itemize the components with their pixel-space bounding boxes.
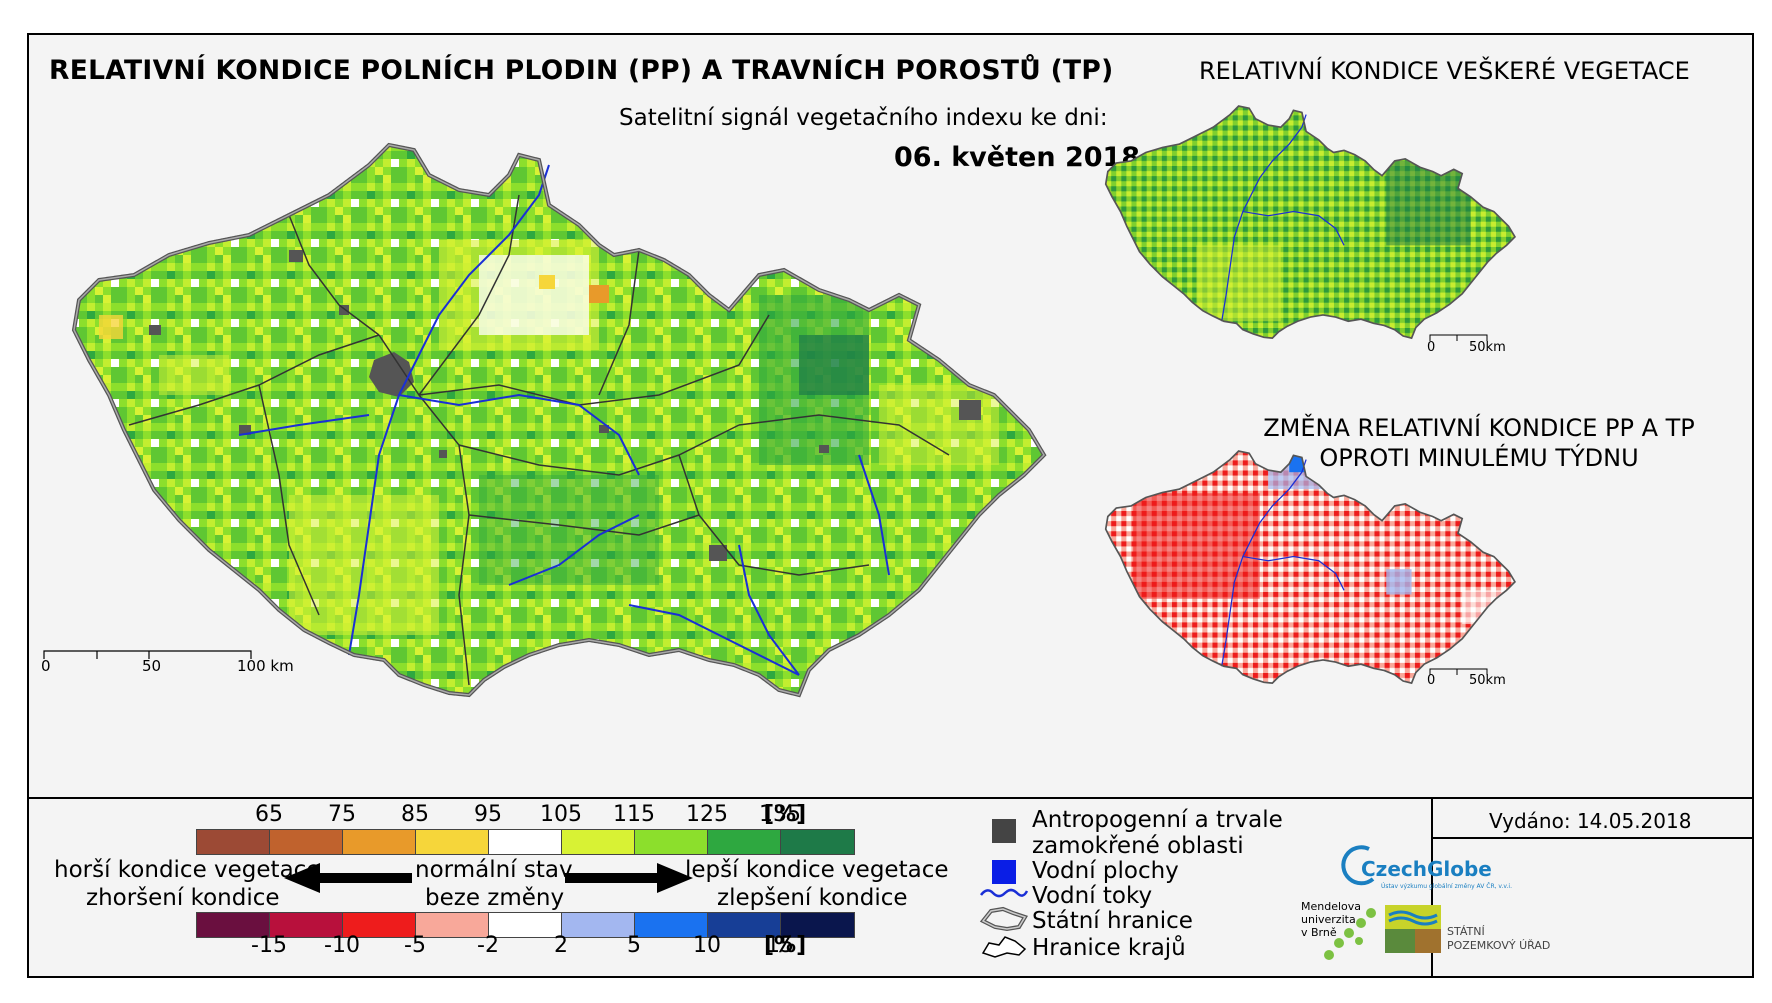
legend-change-tick-4: 2 bbox=[554, 933, 568, 958]
small-scale-0-bottom: 0 bbox=[1427, 673, 1436, 688]
scale-label-0: 0 bbox=[41, 657, 51, 675]
legend-rivers-label: Vodní toky bbox=[1032, 883, 1153, 909]
legend-change-swatch-0 bbox=[197, 913, 270, 937]
legend-condition-scale bbox=[196, 829, 855, 855]
legend-condition-tick-5: 115 bbox=[613, 802, 655, 827]
water-swatch-icon bbox=[992, 860, 1016, 884]
left-arrow-icon bbox=[284, 863, 412, 893]
spu-logo-text-1: STÁTNÍ bbox=[1447, 925, 1485, 938]
anthro-swatch-icon bbox=[992, 819, 1016, 843]
legend-region-border-label: Hranice krajů bbox=[1032, 935, 1186, 961]
legend-change-swatch-8 bbox=[781, 913, 854, 937]
divider-issued bbox=[1431, 837, 1752, 839]
legend-better-change-label: zlepšení kondice bbox=[717, 885, 908, 911]
legend-change-tick-7: 15 bbox=[766, 933, 794, 958]
mendel-logo-text-3: v Brně bbox=[1301, 926, 1337, 939]
legend-change-tick-2: -5 bbox=[404, 933, 426, 958]
legend-condition-tick-6: 125 bbox=[686, 802, 728, 827]
small-scale-bar-top bbox=[1429, 334, 1488, 341]
state-border-icon bbox=[979, 906, 1028, 932]
region-border-icon bbox=[981, 936, 1027, 958]
legend-condition-swatch-2 bbox=[343, 830, 416, 854]
right-top-title: RELATIVNÍ KONDICE VEŠKERÉ VEGETACE bbox=[1199, 57, 1690, 85]
right-bottom-title: ZMĚNA RELATIVNÍ KONDICE PP A TP OPROTI M… bbox=[1263, 414, 1695, 472]
legend-condition-tick-1: 75 bbox=[328, 802, 356, 827]
mendel-logo-text-2: univerzita bbox=[1301, 913, 1356, 926]
legend-condition-swatch-0 bbox=[197, 830, 270, 854]
legend-condition-tick-2: 85 bbox=[401, 802, 429, 827]
right-arrow-icon bbox=[565, 863, 693, 893]
legend-condition-swatch-4 bbox=[489, 830, 562, 854]
divider-legend bbox=[29, 797, 1752, 799]
small-scale-bar-bottom bbox=[1429, 668, 1488, 675]
vegetation-map bbox=[1104, 105, 1516, 339]
legend-change-swatch-5 bbox=[562, 913, 635, 937]
legend-change-unit: [%] bbox=[764, 933, 807, 958]
legend-change-swatch-2 bbox=[343, 913, 416, 937]
mendel-logo-icon bbox=[1324, 908, 1376, 960]
czechglobe-logo-text: CzechGlobe bbox=[1361, 857, 1492, 881]
legend-condition-swatch-5 bbox=[562, 830, 635, 854]
scale-label-100: 100 km bbox=[237, 657, 294, 675]
legend-change-tick-3: -2 bbox=[477, 933, 499, 958]
legend-condition-swatch-6 bbox=[635, 830, 708, 854]
legend-better-label: lepší kondice vegetace bbox=[685, 857, 949, 883]
legend-condition-tick-3: 95 bbox=[474, 802, 502, 827]
legend-change-scale bbox=[196, 912, 855, 938]
main-map bbox=[72, 143, 1046, 697]
divider-logos bbox=[1431, 797, 1433, 976]
legend-condition-unit: [%] bbox=[764, 802, 807, 827]
spu-logo-icon bbox=[1385, 905, 1441, 953]
mendel-logo-text-1: Mendelova bbox=[1301, 900, 1362, 913]
czechglobe-logo-icon bbox=[1341, 845, 1375, 886]
legend-anthro-label-2: zamokřené oblasti bbox=[1032, 833, 1244, 859]
legend-anthro-label-1: Antropogenní a trvale bbox=[1032, 807, 1283, 833]
legend-state-border-label: Státní hranice bbox=[1032, 908, 1193, 934]
czechglobe-subtitle: Ústav výzkumu globální změny AV ČR, v.v.… bbox=[1381, 883, 1512, 890]
legend-condition-swatch-1 bbox=[270, 830, 343, 854]
change-map bbox=[1104, 450, 1516, 684]
legend-change-tick-6: 10 bbox=[693, 933, 721, 958]
legend-change-swatch-6 bbox=[635, 913, 708, 937]
legend-change-swatch-1 bbox=[270, 913, 343, 937]
small-scale-50-bottom: 50km bbox=[1469, 673, 1506, 688]
river-line-icon bbox=[980, 888, 1029, 898]
legend-condition-tick-7: 135 bbox=[759, 802, 801, 827]
subtitle: Satelitní signál vegetačního indexu ke d… bbox=[619, 105, 1108, 131]
legend-change-tick-0: -15 bbox=[251, 933, 287, 958]
legend-worse-label: horší kondice vegetace bbox=[54, 857, 321, 883]
spu-logo-text-2: POZEMKOVÝ ÚŘAD bbox=[1447, 939, 1551, 952]
legend-change-swatch-4 bbox=[489, 913, 562, 937]
legend-condition-tick-4: 105 bbox=[540, 802, 582, 827]
legend-worse-change-label: zhoršení kondice bbox=[86, 885, 280, 911]
map-frame: RELATIVNÍ KONDICE POLNÍCH PLODIN (PP) A … bbox=[27, 33, 1754, 978]
main-scale-bar bbox=[43, 650, 252, 659]
legend-change-swatch-3 bbox=[416, 913, 489, 937]
small-scale-50-top: 50km bbox=[1469, 340, 1506, 355]
legend-normal-label: normální stav bbox=[415, 857, 573, 883]
legend-change-swatch-7 bbox=[708, 913, 781, 937]
main-title: RELATIVNÍ KONDICE POLNÍCH PLODIN (PP) A … bbox=[49, 55, 1114, 86]
legend-condition-tick-0: 65 bbox=[255, 802, 283, 827]
small-scale-0-top: 0 bbox=[1427, 340, 1436, 355]
legend-condition-swatch-8 bbox=[781, 830, 854, 854]
legend-change-tick-1: -10 bbox=[324, 933, 360, 958]
date-label: 06. květen 2018 bbox=[894, 142, 1141, 173]
legend-no-change-label: beze změny bbox=[425, 885, 565, 911]
scale-label-50: 50 bbox=[142, 657, 162, 675]
issued-date: Vydáno: 14.05.2018 bbox=[1489, 809, 1692, 833]
legend-water-label: Vodní plochy bbox=[1032, 858, 1179, 884]
legend-condition-swatch-3 bbox=[416, 830, 489, 854]
legend-condition-swatch-7 bbox=[708, 830, 781, 854]
legend-change-tick-5: 5 bbox=[627, 933, 641, 958]
